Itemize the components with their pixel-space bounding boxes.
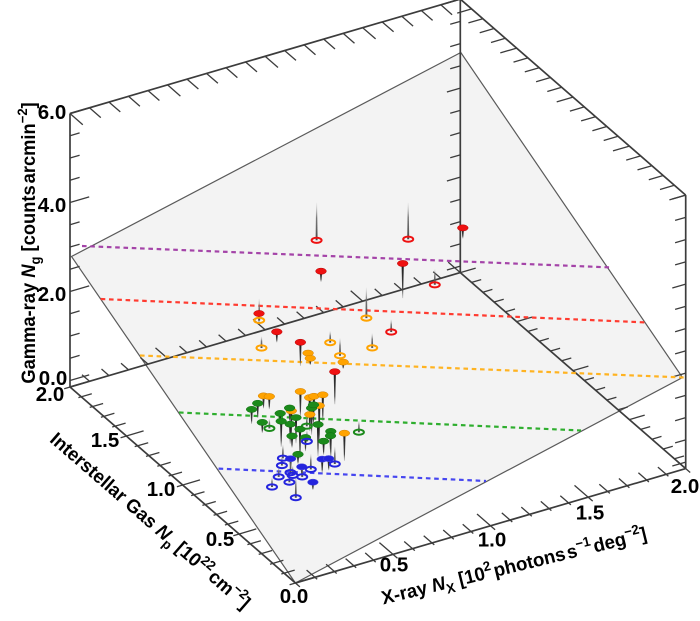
svg-text:1.5: 1.5 [91, 429, 120, 452]
svg-text:6.0: 6.0 [38, 101, 67, 124]
svg-text:2.0: 2.0 [36, 383, 65, 406]
svg-text:0.5: 0.5 [206, 528, 235, 551]
svg-text:0.0: 0.0 [280, 585, 309, 608]
svg-text:1.5: 1.5 [576, 502, 605, 525]
svg-text:Gamma-ray Ng [countsarcmin−2]: Gamma-ray Ng [countsarcmin−2] [15, 102, 43, 383]
svg-text:4.0: 4.0 [38, 194, 67, 217]
svg-text:1.0: 1.0 [147, 478, 176, 501]
svg-text:1.0: 1.0 [478, 529, 507, 552]
svg-text:2.0: 2.0 [38, 283, 67, 306]
svg-text:2.0: 2.0 [671, 475, 700, 498]
svg-text:0.5: 0.5 [380, 554, 409, 577]
svg-text:0.0: 0.0 [39, 367, 68, 390]
